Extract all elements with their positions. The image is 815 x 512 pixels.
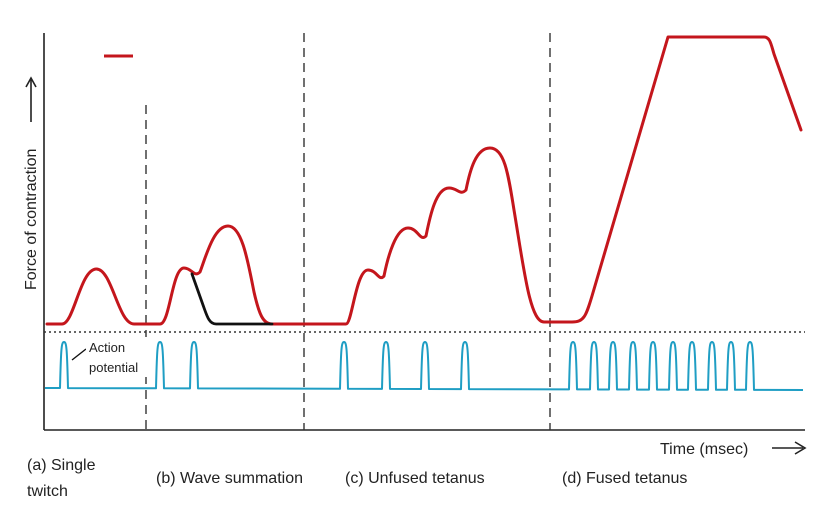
action-potential-trace	[45, 341, 804, 391]
y-axis-label: Force of contraction	[23, 149, 40, 290]
annotation-background	[86, 337, 148, 377]
force-curve	[45, 35, 803, 326]
panel-b-label: (b) Wave summation	[156, 470, 303, 487]
panel-c-label: (c) Unfused tetanus	[345, 470, 485, 487]
y-axis-arrowhead	[25, 76, 37, 88]
relaxation-curve	[190, 272, 274, 326]
panel-a-label-line-2: twitch	[27, 483, 68, 500]
panel-d-label: (d) Fused tetanus	[562, 470, 687, 487]
action-potential-line	[45, 341, 804, 391]
panel-a-label-line-1: (a) Single	[27, 457, 96, 474]
annotation-line-1: Action	[89, 340, 125, 355]
x-axis-label: Time (msec)	[660, 441, 748, 458]
y-axis-label-group: Force of contraction	[23, 76, 40, 290]
annotation-line-2: potential	[89, 360, 138, 375]
x-axis-arrowhead	[794, 441, 807, 455]
annotation-leader	[71, 348, 87, 361]
